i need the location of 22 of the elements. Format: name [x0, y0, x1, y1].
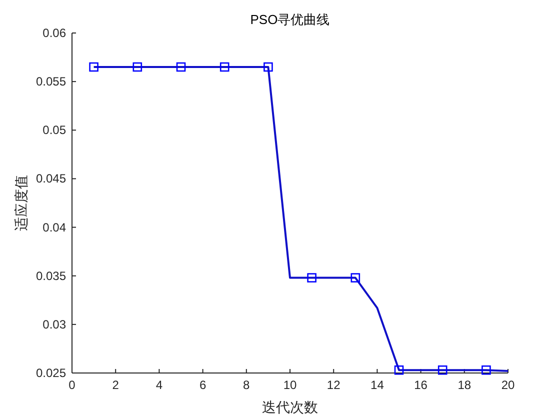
- y-tick-label: 0.055: [36, 74, 66, 89]
- y-tick-label: 0.04: [42, 220, 66, 234]
- x-tick-label: 18: [458, 378, 472, 392]
- x-tick-label: 6: [199, 378, 206, 392]
- y-tick-label: 0.045: [36, 172, 66, 186]
- x-tick-label: 16: [414, 378, 428, 392]
- y-axis-title: 适应度值: [14, 175, 30, 231]
- x-tick-label: 20: [501, 378, 515, 392]
- x-tick-label: 12: [326, 378, 341, 392]
- x-tick-label: 0: [68, 378, 76, 392]
- y-tick-label: 0.03: [42, 317, 66, 332]
- y-tick-label: 0.06: [42, 26, 66, 40]
- x-axis-title: 迭代次数: [262, 400, 318, 416]
- x-tick-label: 2: [112, 378, 120, 392]
- x-tick-label: 14: [370, 378, 384, 392]
- x-tick-label: 10: [283, 378, 297, 392]
- x-tick-label: 4: [156, 378, 163, 392]
- y-tick-label: 0.05: [42, 123, 66, 138]
- x-tick-label: 8: [243, 378, 250, 392]
- chart-title: PSO寻优曲线: [250, 12, 330, 27]
- y-tick-label: 0.025: [36, 366, 66, 380]
- y-tick-label: 0.035: [36, 268, 66, 283]
